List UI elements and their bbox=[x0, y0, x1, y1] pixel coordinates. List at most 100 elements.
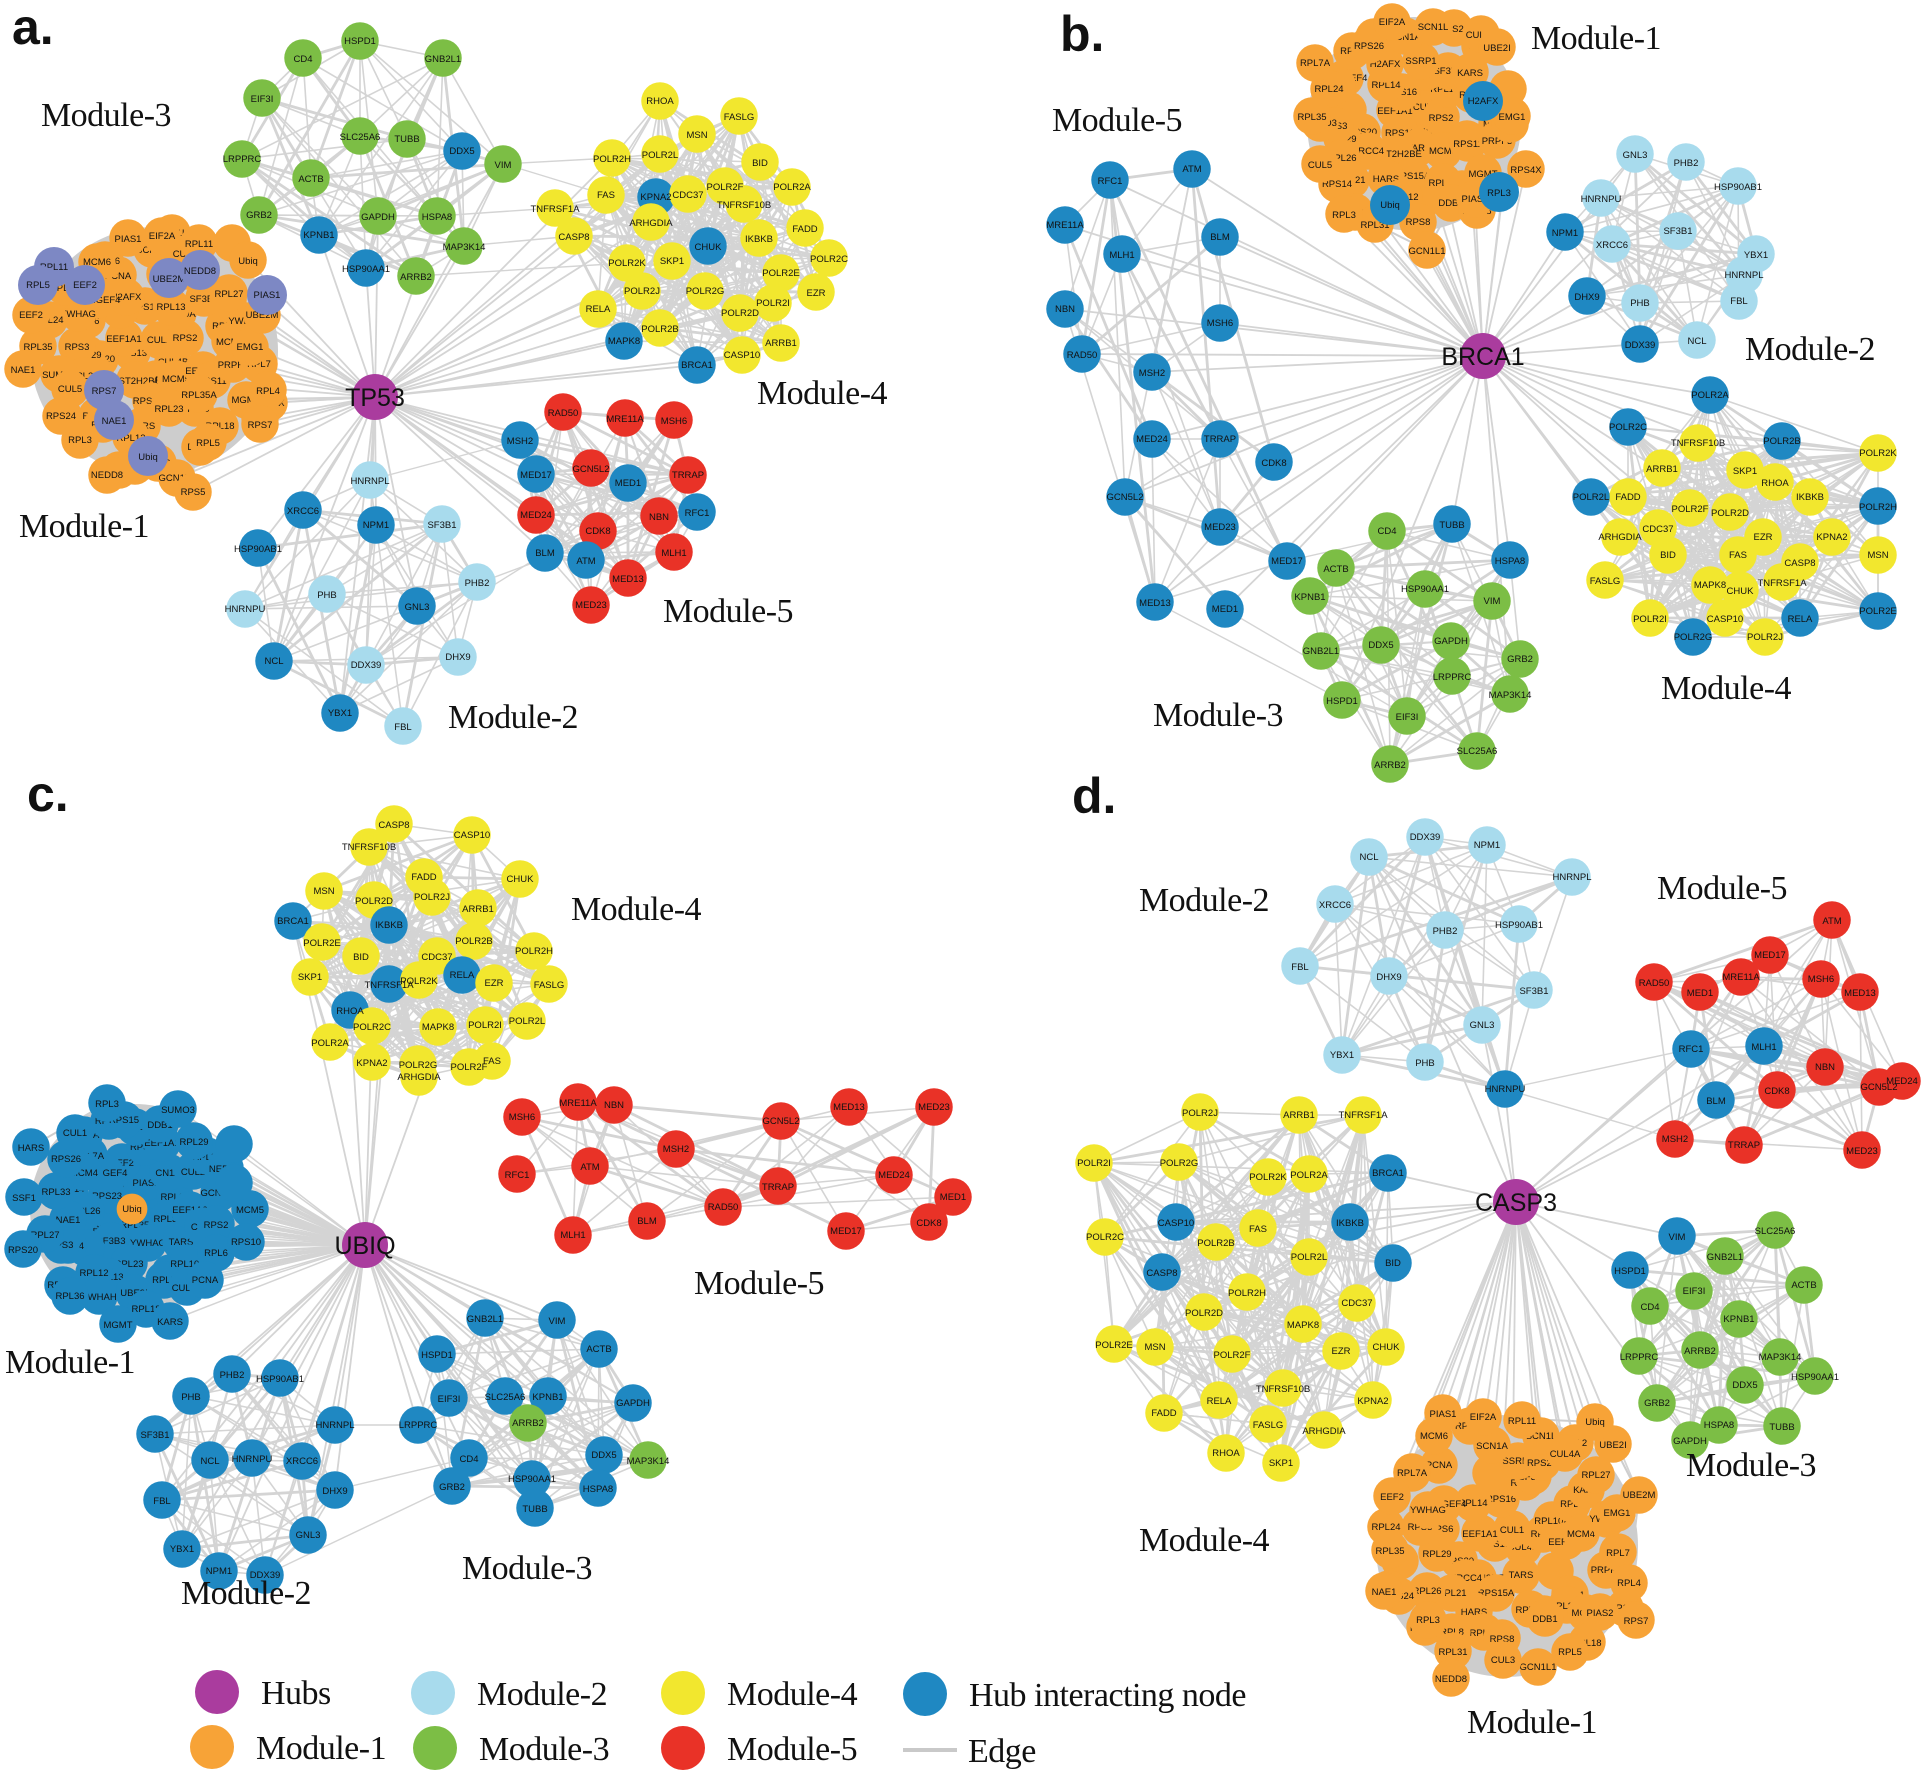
svg-text:DDX39: DDX39 bbox=[351, 660, 382, 671]
svg-text:BRCA1: BRCA1 bbox=[681, 360, 713, 371]
svg-text:GCN1L1: GCN1L1 bbox=[159, 473, 196, 484]
svg-text:NEDD8: NEDD8 bbox=[91, 470, 123, 481]
svg-text:PIAS1: PIAS1 bbox=[254, 290, 281, 301]
svg-text:Module-5: Module-5 bbox=[663, 593, 793, 630]
svg-text:Module-1: Module-1 bbox=[5, 1344, 135, 1381]
svg-text:HSPA8: HSPA8 bbox=[583, 1484, 613, 1495]
svg-text:MSH6: MSH6 bbox=[661, 416, 687, 427]
svg-text:Module-5: Module-5 bbox=[694, 1265, 824, 1302]
svg-text:SF3B1: SF3B1 bbox=[1519, 986, 1548, 997]
svg-text:DHX9: DHX9 bbox=[445, 652, 470, 663]
svg-text:ARRB2: ARRB2 bbox=[1684, 1346, 1716, 1357]
svg-text:MED23: MED23 bbox=[1846, 1146, 1878, 1157]
svg-text:RPL26: RPL26 bbox=[69, 371, 98, 382]
svg-text:POLR2F: POLR2F bbox=[1672, 504, 1709, 515]
svg-text:ARHGEF4: ARHGEF4 bbox=[83, 1168, 128, 1179]
svg-text:SF3B1: SF3B1 bbox=[140, 1430, 169, 1441]
svg-text:MCM5: MCM5 bbox=[1429, 146, 1457, 157]
svg-text:MED1: MED1 bbox=[1687, 988, 1713, 999]
svg-text:GAPDH: GAPDH bbox=[616, 1398, 650, 1409]
svg-text:MED24: MED24 bbox=[520, 510, 552, 521]
svg-text:DDX5: DDX5 bbox=[1732, 1380, 1757, 1391]
svg-text:Module-2: Module-2 bbox=[181, 1575, 311, 1612]
svg-text:RPS15A: RPS15A bbox=[1394, 171, 1431, 182]
svg-text:EEF1A1: EEF1A1 bbox=[1377, 106, 1412, 117]
svg-text:ACTB: ACTB bbox=[298, 174, 323, 185]
svg-text:CUL5: CUL5 bbox=[58, 384, 82, 395]
svg-text:NAE1: NAE1 bbox=[11, 365, 36, 376]
svg-text:GNB2L1: GNB2L1 bbox=[467, 1314, 503, 1325]
svg-text:NPM1: NPM1 bbox=[206, 1566, 232, 1577]
svg-text:POLR2E: POLR2E bbox=[1859, 606, 1897, 617]
svg-text:RPS23: RPS23 bbox=[1527, 1458, 1557, 1469]
svg-text:Module-3: Module-3 bbox=[1153, 697, 1283, 734]
svg-text:IKBKB: IKBKB bbox=[745, 234, 773, 245]
svg-text:GCN1L1: GCN1L1 bbox=[1409, 246, 1446, 257]
svg-text:GCN5L2: GCN5L2 bbox=[573, 464, 610, 475]
svg-text:KARS: KARS bbox=[1457, 68, 1483, 79]
svg-text:RPL3: RPL3 bbox=[68, 435, 92, 446]
svg-text:POLR2H: POLR2H bbox=[1859, 502, 1897, 513]
svg-text:RPL11: RPL11 bbox=[185, 239, 213, 250]
svg-text:EEF2: EEF2 bbox=[73, 280, 97, 291]
svg-text:Module-1: Module-1 bbox=[256, 1730, 386, 1767]
svg-text:YWHAG: YWHAG bbox=[1410, 1505, 1446, 1516]
svg-text:MAP3K14: MAP3K14 bbox=[627, 1456, 670, 1467]
svg-text:FBL: FBL bbox=[1730, 296, 1747, 307]
svg-text:BRCA1: BRCA1 bbox=[277, 916, 309, 927]
svg-text:PCNA: PCNA bbox=[1426, 1460, 1453, 1471]
svg-text:MED17: MED17 bbox=[830, 1226, 862, 1237]
svg-text:Module-2: Module-2 bbox=[448, 699, 578, 736]
svg-text:POLR2K: POLR2K bbox=[1859, 448, 1897, 459]
svg-text:YWHAH: YWHAH bbox=[81, 1292, 117, 1303]
svg-text:TNFRSF1A: TNFRSF1A bbox=[1757, 578, 1807, 589]
svg-text:POLR2H: POLR2H bbox=[515, 946, 553, 957]
svg-text:d.: d. bbox=[1072, 768, 1116, 824]
svg-text:XRCC6: XRCC6 bbox=[286, 1456, 318, 1467]
svg-text:RPS8: RPS8 bbox=[1490, 1634, 1515, 1645]
svg-text:MED1: MED1 bbox=[1212, 604, 1238, 615]
svg-text:POLR2D: POLR2D bbox=[1711, 508, 1749, 519]
svg-text:RELA: RELA bbox=[586, 304, 611, 315]
svg-text:NEDD8: NEDD8 bbox=[1435, 1674, 1467, 1685]
svg-text:Module-3: Module-3 bbox=[1686, 1447, 1816, 1484]
svg-text:RFC1: RFC1 bbox=[685, 508, 710, 519]
svg-text:IKBKB: IKBKB bbox=[1336, 1218, 1364, 1229]
svg-text:GNB2L1: GNB2L1 bbox=[1707, 1252, 1743, 1263]
svg-text:HARS: HARS bbox=[1461, 1607, 1487, 1618]
svg-text:DDB1: DDB1 bbox=[147, 1120, 172, 1131]
svg-text:RPL6: RPL6 bbox=[1560, 1499, 1584, 1510]
svg-text:PIAS1: PIAS1 bbox=[115, 234, 142, 245]
svg-text:RPL12: RPL12 bbox=[116, 433, 145, 444]
svg-text:GNL3: GNL3 bbox=[405, 602, 430, 613]
svg-text:MCM6: MCM6 bbox=[83, 257, 111, 268]
svg-text:RPL31: RPL31 bbox=[1438, 1647, 1467, 1658]
svg-text:RPL35A: RPL35A bbox=[181, 390, 217, 401]
svg-text:EEF1A1: EEF1A1 bbox=[1462, 1529, 1497, 1540]
svg-text:NBN: NBN bbox=[604, 1100, 624, 1111]
svg-text:GRB2: GRB2 bbox=[439, 1482, 465, 1493]
svg-text:DDX39: DDX39 bbox=[250, 1570, 281, 1581]
svg-text:YBX1: YBX1 bbox=[1330, 1050, 1354, 1061]
svg-text:KPNA2: KPNA2 bbox=[356, 1058, 387, 1069]
svg-text:EIF2A: EIF2A bbox=[1470, 1412, 1497, 1423]
svg-text:NAE1: NAE1 bbox=[56, 1215, 81, 1226]
svg-text:UBE2I: UBE2I bbox=[1483, 43, 1510, 54]
svg-text:LRPPRC: LRPPRC bbox=[1433, 672, 1472, 683]
svg-text:PCNA: PCNA bbox=[192, 1275, 219, 1286]
svg-text:MED1: MED1 bbox=[615, 478, 641, 489]
svg-text:Module-1: Module-1 bbox=[19, 508, 149, 545]
svg-text:BRCA1: BRCA1 bbox=[1441, 343, 1524, 371]
svg-text:POLR2B: POLR2B bbox=[455, 936, 493, 947]
svg-text:RHOA: RHOA bbox=[1761, 478, 1789, 489]
svg-text:CDK8: CDK8 bbox=[1261, 458, 1286, 469]
svg-text:POLR2C: POLR2C bbox=[1086, 1232, 1124, 1243]
svg-text:IKBKB: IKBKB bbox=[375, 920, 403, 931]
svg-text:POLR2F: POLR2F bbox=[707, 182, 744, 193]
svg-text:SKP1: SKP1 bbox=[298, 972, 322, 983]
svg-text:RPL24: RPL24 bbox=[1314, 84, 1343, 95]
svg-text:POLR2A: POLR2A bbox=[773, 182, 811, 193]
svg-text:HSPD1: HSPD1 bbox=[1326, 696, 1358, 707]
svg-text:ARRB2: ARRB2 bbox=[400, 272, 432, 283]
svg-text:GNL3: GNL3 bbox=[1623, 150, 1648, 161]
